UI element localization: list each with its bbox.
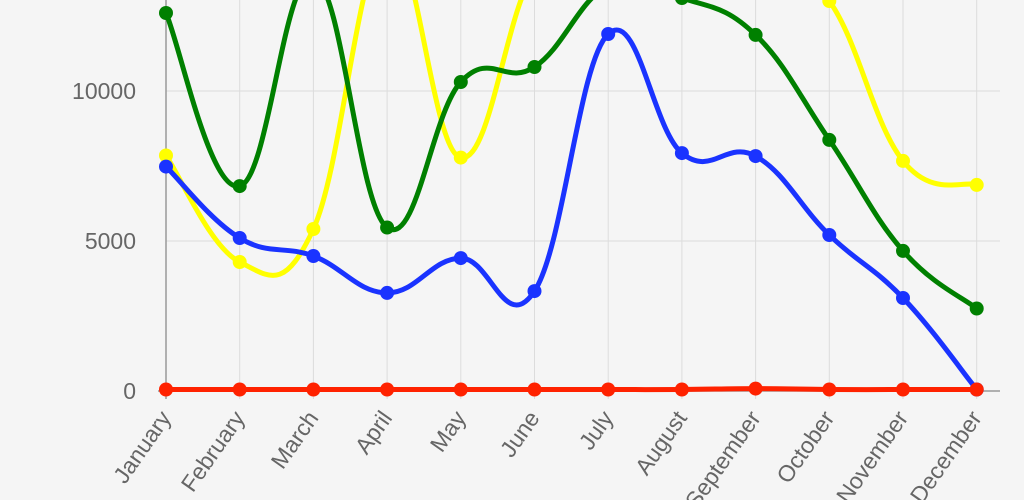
data-point: [748, 27, 763, 42]
data-point: [822, 228, 837, 242]
data-point: [306, 249, 321, 263]
data-point: [527, 60, 542, 74]
x-tick-label: August: [630, 405, 693, 479]
x-tick-label: April: [350, 406, 398, 459]
x-tick-label: May: [425, 406, 472, 457]
data-point: [748, 149, 763, 164]
x-tick-label: July: [574, 406, 619, 455]
x-tick-label: October: [771, 406, 839, 488]
data-point: [159, 382, 173, 397]
data-point: [822, 132, 837, 147]
data-point: [822, 382, 837, 397]
data-point: [159, 148, 173, 163]
data-point: [748, 381, 763, 396]
data-point: [527, 284, 542, 299]
data-point: [896, 382, 910, 397]
data-point: [896, 153, 910, 168]
data-point: [822, 0, 837, 8]
data-point: [232, 255, 247, 269]
y-tick-label: 5000: [85, 228, 136, 254]
axes: [158, 0, 1000, 399]
data-point: [380, 220, 395, 235]
data-point: [453, 251, 468, 266]
x-tick-label: November: [831, 406, 913, 500]
series-line: [164, 27, 979, 392]
data-point: [675, 0, 689, 5]
data-point: [969, 382, 984, 397]
data-point: [601, 27, 616, 41]
data-point: [232, 231, 247, 245]
x-tick-label: June: [495, 406, 545, 462]
data-point: [896, 243, 910, 258]
x-tick-label: September: [680, 406, 766, 500]
series-line: [163, 0, 978, 278]
data-point: [159, 159, 173, 174]
data-point: [453, 382, 468, 397]
data-point: [232, 179, 247, 194]
data-point: [527, 382, 542, 397]
data-point: [453, 75, 468, 89]
x-tick-label: January: [108, 406, 177, 488]
data-point: [453, 150, 468, 165]
data-point: [674, 146, 689, 161]
grid: [165, 0, 1000, 399]
data-point: [306, 222, 321, 236]
x-tick-label: March: [266, 406, 324, 473]
plot-area: [159, 0, 984, 397]
y-tick-label: 10000: [72, 78, 136, 104]
data-point: [380, 285, 395, 300]
data-point: [232, 382, 247, 397]
data-point: [306, 382, 321, 397]
data-point: [674, 382, 689, 397]
data-point: [969, 301, 984, 316]
data-point: [601, 382, 616, 397]
data-point: [969, 177, 984, 192]
x-tick-label: February: [176, 406, 250, 497]
y-tick-label: 0: [123, 378, 136, 404]
data-point: [896, 291, 910, 305]
data-point: [380, 382, 395, 397]
x-tick-label: December: [905, 406, 987, 500]
data-point: [159, 6, 173, 20]
series-line: [166, 386, 977, 393]
